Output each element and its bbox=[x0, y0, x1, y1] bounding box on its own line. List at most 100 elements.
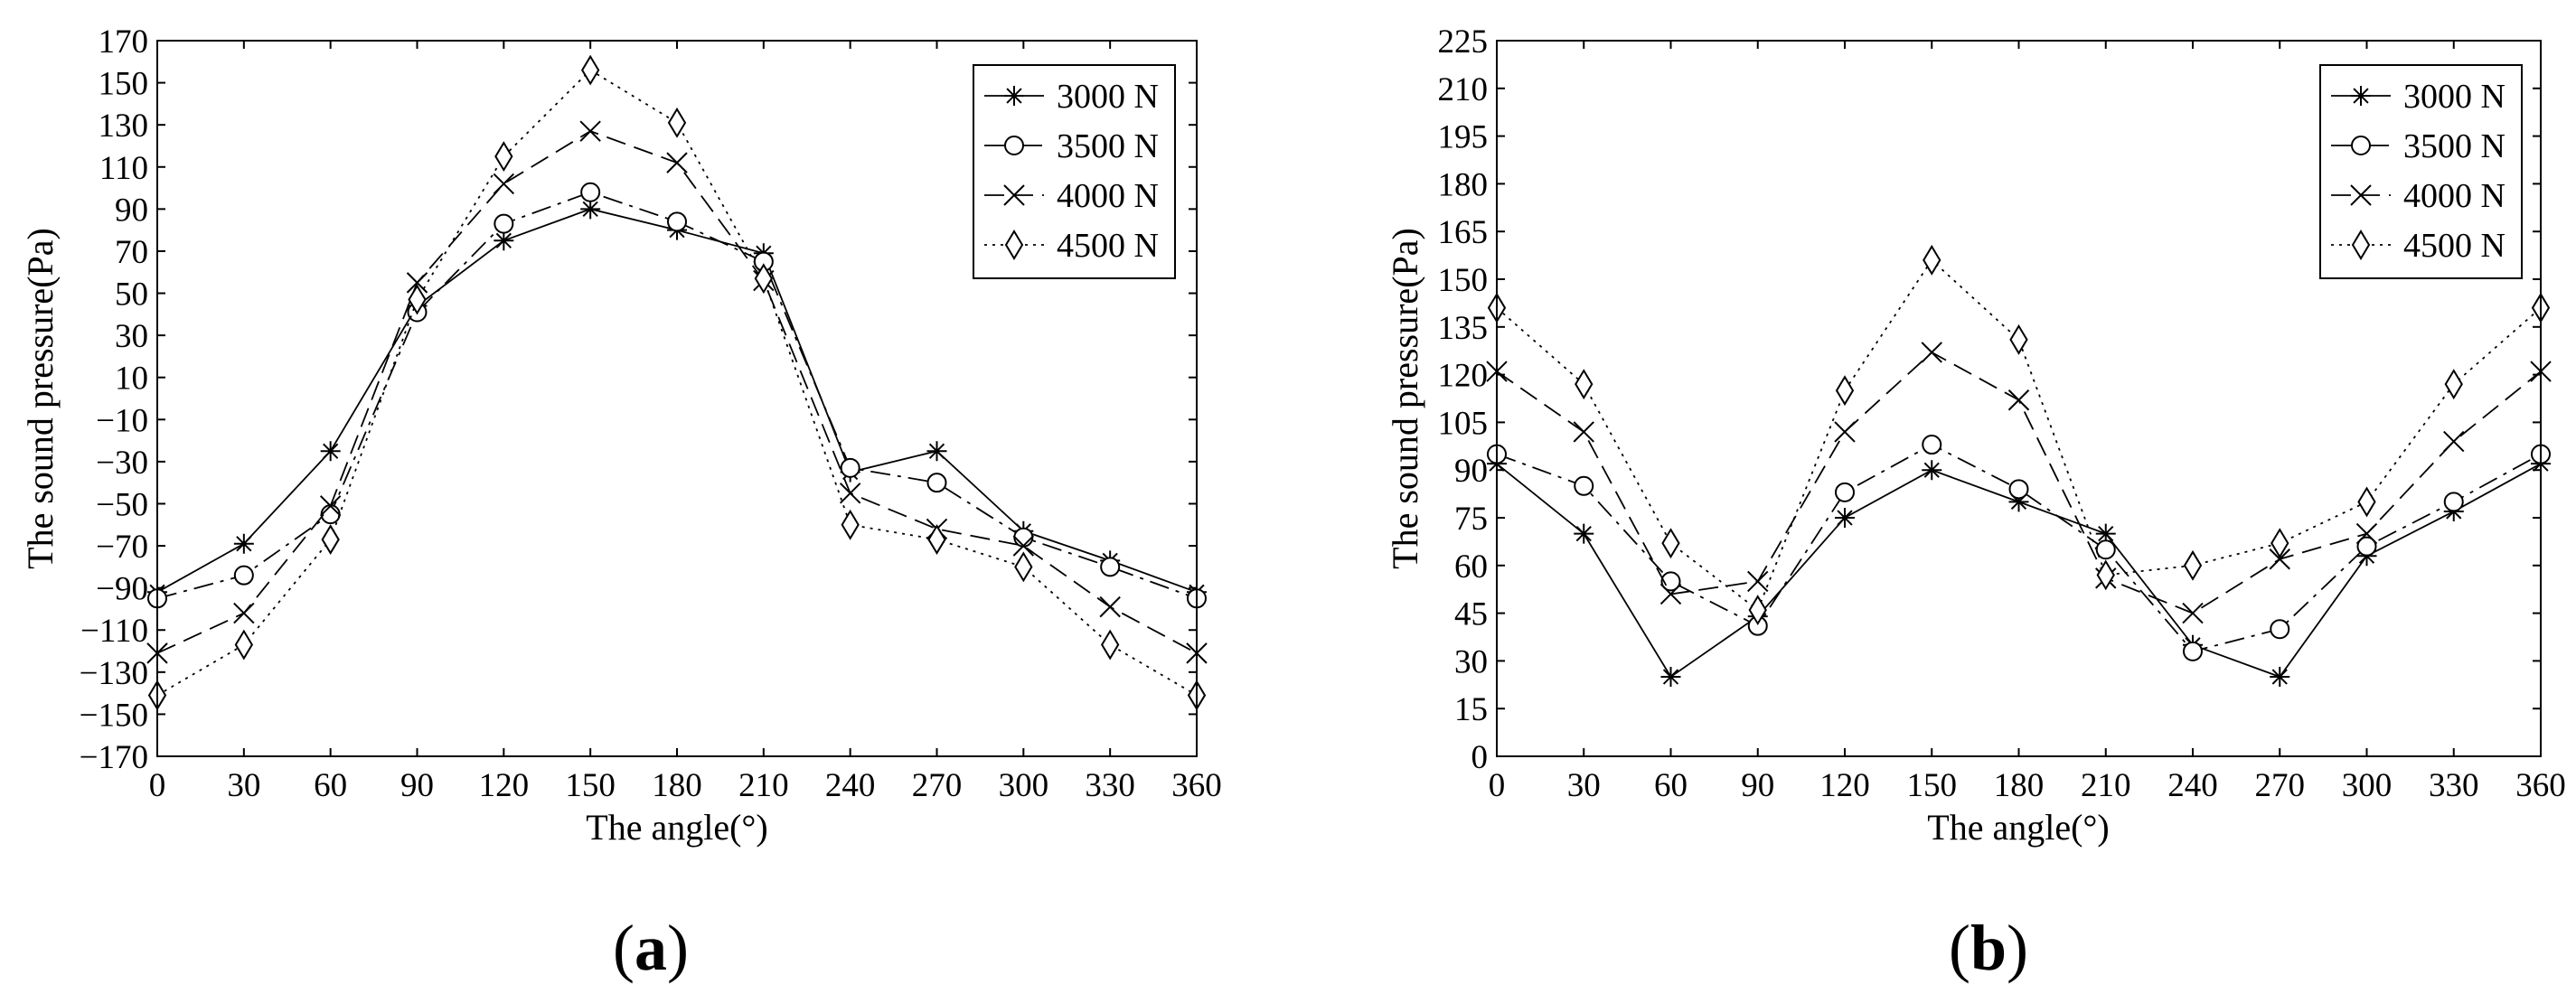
x-tick-label: 210 bbox=[2081, 767, 2131, 804]
y-tick-label: 60 bbox=[1454, 548, 1488, 586]
series-1-point bbox=[840, 457, 860, 478]
series-3-point bbox=[2183, 549, 2203, 581]
x-tick-label: 240 bbox=[2167, 767, 2218, 804]
series-3-point bbox=[841, 509, 860, 540]
legend-marker-0 bbox=[2351, 86, 2371, 106]
legend-marker-2 bbox=[2350, 184, 2372, 206]
series-3-point bbox=[927, 524, 946, 556]
legend-label-2: 4000 N bbox=[1057, 177, 1159, 215]
series-3-point bbox=[2444, 369, 2463, 400]
series-3-point bbox=[2009, 323, 2028, 355]
series-2-point bbox=[2182, 602, 2204, 624]
legend-label-3: 4500 N bbox=[2403, 227, 2505, 265]
series-2-point bbox=[1747, 570, 1769, 593]
series-1-point bbox=[494, 213, 514, 234]
series-1-point bbox=[320, 504, 341, 525]
series-2-point bbox=[319, 495, 342, 517]
series-2-point bbox=[1921, 342, 1942, 363]
series-3-point bbox=[321, 524, 340, 556]
series-0-point bbox=[580, 199, 601, 220]
series-2-point bbox=[493, 173, 515, 195]
x-tick-label: 180 bbox=[1994, 767, 2045, 804]
chart-a-frame bbox=[156, 40, 1198, 757]
series-3-point bbox=[1101, 629, 1120, 661]
x-tick-label: 0 bbox=[1489, 767, 1506, 804]
series-3-point bbox=[1014, 551, 1033, 583]
legend-label-3: 4500 N bbox=[1057, 227, 1159, 265]
legend-label-0: 3000 N bbox=[1057, 78, 1159, 116]
y-tick-label: 30 bbox=[1454, 643, 1488, 680]
series-3-point bbox=[1575, 369, 1594, 400]
y-tick-label: 130 bbox=[99, 108, 149, 145]
y-tick-label: 30 bbox=[115, 318, 148, 355]
x-tick-label: 360 bbox=[1171, 767, 1222, 804]
y-tick-label: 90 bbox=[1454, 453, 1488, 490]
chart-a-series bbox=[146, 54, 1208, 711]
x-tick-label: 330 bbox=[2429, 767, 2479, 804]
y-tick-label: 135 bbox=[1438, 310, 1489, 347]
x-tick-label: 330 bbox=[1085, 767, 1135, 804]
y-tick-label: −50 bbox=[96, 486, 148, 523]
y-tick-label: 75 bbox=[1454, 501, 1488, 538]
series-1-point bbox=[1574, 475, 1594, 496]
y-tick-label: 170 bbox=[99, 23, 149, 61]
series-line-1 bbox=[1496, 444, 2542, 652]
x-tick-label: 120 bbox=[479, 767, 530, 804]
series-3-point bbox=[2096, 559, 2115, 591]
x-tick-label: 270 bbox=[912, 767, 963, 804]
series-1-point bbox=[667, 211, 687, 232]
chart-b-xlabel: The angle(°) bbox=[1927, 807, 2109, 848]
legend-marker-1 bbox=[2351, 136, 2371, 155]
y-tick-label: −70 bbox=[96, 529, 148, 566]
x-tick-label: 30 bbox=[1567, 767, 1601, 804]
y-tick-label: −110 bbox=[80, 613, 148, 650]
y-tick-label: 45 bbox=[1454, 596, 1488, 633]
series-3-point bbox=[234, 629, 253, 661]
series-1-point bbox=[1100, 557, 1121, 577]
series-1-point bbox=[2356, 536, 2377, 557]
series-1-point bbox=[580, 182, 601, 202]
series-2-point bbox=[579, 120, 601, 142]
chart-a-xlabel: The angle(°) bbox=[586, 807, 767, 848]
x-tick-label: 60 bbox=[1654, 767, 1688, 804]
series-3-point bbox=[1748, 595, 1767, 626]
x-tick-label: 300 bbox=[2342, 767, 2393, 804]
legend-marker-0 bbox=[1004, 86, 1024, 106]
series-0-point bbox=[2095, 523, 2116, 544]
series-2-point bbox=[1012, 535, 1035, 557]
y-tick-label: 120 bbox=[1438, 358, 1489, 395]
x-tick-label: 360 bbox=[2515, 767, 2566, 804]
series-1-point bbox=[926, 473, 947, 493]
x-tick-label: 30 bbox=[227, 767, 260, 804]
y-tick-label: 50 bbox=[115, 277, 148, 314]
x-tick-label: 300 bbox=[999, 767, 1049, 804]
series-1-point bbox=[1660, 571, 1681, 592]
series-3-point bbox=[494, 141, 513, 173]
series-0-point bbox=[1922, 460, 1942, 481]
x-tick-label: 270 bbox=[2255, 767, 2306, 804]
series-2-point bbox=[2007, 389, 2030, 411]
y-tick-label: 90 bbox=[115, 192, 148, 229]
series-0-point bbox=[494, 230, 514, 251]
y-tick-label: 195 bbox=[1438, 119, 1489, 156]
series-3-point bbox=[1835, 375, 1855, 407]
y-tick-label: 15 bbox=[1454, 691, 1488, 728]
chart-b-panel-label: (b) bbox=[1949, 912, 2028, 984]
chart-a-ticks: 0 30 60 90 120 150 180 210 240 270 300 330 360 −170 −1… bbox=[80, 23, 1222, 804]
series-3-point bbox=[1923, 244, 1941, 276]
y-tick-label: 150 bbox=[1438, 262, 1489, 299]
chart-a: 0 30 60 90 120 150 180 210 240 270 300 330 360 −170 −1… bbox=[20, 23, 1222, 984]
y-tick-label: −90 bbox=[96, 571, 148, 608]
series-1-point bbox=[233, 565, 254, 586]
series-1-point bbox=[1922, 435, 1942, 455]
legend-label-2: 4000 N bbox=[2403, 177, 2505, 215]
y-tick-label: 225 bbox=[1438, 23, 1489, 61]
legend-marker-3 bbox=[2351, 230, 2371, 260]
chart-b-legend: 3000 N 3500 N 4000 N 4500 N bbox=[2319, 64, 2523, 279]
series-1-point bbox=[2270, 619, 2290, 640]
x-tick-label: 0 bbox=[149, 767, 166, 804]
x-tick-label: 150 bbox=[565, 767, 616, 804]
series-1-point bbox=[2183, 641, 2203, 661]
y-tick-label: 165 bbox=[1438, 214, 1489, 251]
y-tick-label: 110 bbox=[99, 150, 148, 187]
